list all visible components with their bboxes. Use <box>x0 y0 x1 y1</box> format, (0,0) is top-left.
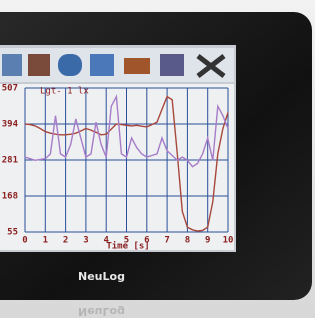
x-tick-label: 7 <box>164 236 169 246</box>
x-tick-label: 8 <box>185 236 190 246</box>
icon <box>2 54 22 76</box>
x-axis-label: Time [s] <box>106 241 149 252</box>
x-tick-label: 10 <box>223 236 234 246</box>
icon <box>28 54 50 76</box>
brand-reflection: NeuLog <box>78 305 125 318</box>
y-tick-label: 281 <box>2 156 18 166</box>
annotation: Lgt- 1 lx <box>40 87 89 97</box>
brand: NeuLog <box>78 270 125 283</box>
x-tick-label: 0 <box>22 236 27 246</box>
x-tick-label: 2 <box>63 236 68 246</box>
icon <box>124 58 150 74</box>
page: {"chart_data": {"type": "line", "annotat… <box>0 0 315 318</box>
x-tick-label: 9 <box>205 236 210 246</box>
icon <box>90 54 114 76</box>
y-tick-label: 168 <box>2 192 18 202</box>
x-tick-label: 1 <box>43 236 48 246</box>
y-tick-label: 394 <box>2 120 19 130</box>
y-tick-label: 55 <box>7 228 18 238</box>
y-tick-label: 507 <box>2 84 18 94</box>
icon <box>58 54 82 76</box>
icon <box>160 54 184 76</box>
x-tick-label: 3 <box>83 236 88 246</box>
